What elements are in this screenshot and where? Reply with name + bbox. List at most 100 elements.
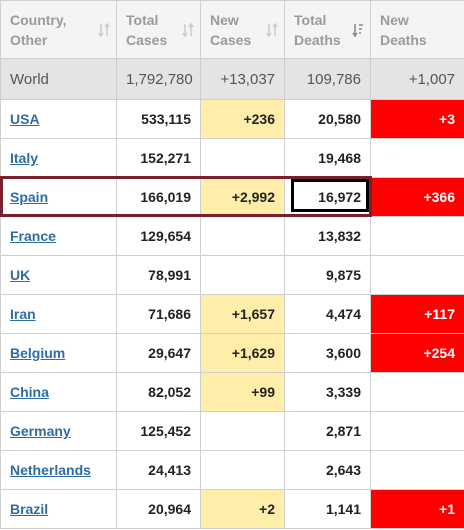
table-header-row: Country, Other Total Cases New Cases xyxy=(0,0,464,59)
new-deaths-cell: +254 xyxy=(370,333,464,373)
table-row: Germany 125,452 2,871 xyxy=(0,411,464,451)
country-cell: Italy xyxy=(0,138,117,178)
table-row: Belgium 29,647 +1,629 3,600 +254 xyxy=(0,333,464,373)
country-link[interactable]: Netherlands xyxy=(10,462,91,478)
total-cases-cell: 166,019 xyxy=(116,177,201,217)
sort-unsorted-icon[interactable] xyxy=(98,22,110,38)
table-row: USA 533,115 +236 20,580 +3 xyxy=(0,99,464,139)
total-deaths-cell: 13,832 xyxy=(284,216,371,256)
column-header-country[interactable]: Country, Other xyxy=(0,0,117,59)
country-cell: France xyxy=(0,216,117,256)
world-total-cases: 1,792,780 xyxy=(116,58,201,100)
total-cases-cell: 29,647 xyxy=(116,333,201,373)
column-header-label: Country, xyxy=(10,11,67,28)
world-new-deaths: +1,007 xyxy=(370,58,464,100)
country-link[interactable]: Germany xyxy=(10,423,71,439)
new-deaths-cell: +117 xyxy=(370,294,464,334)
new-deaths-cell xyxy=(370,255,464,295)
column-header-label: New xyxy=(210,11,239,28)
country-cell: Spain xyxy=(0,177,117,217)
column-header-new-cases[interactable]: New Cases xyxy=(200,0,285,59)
total-cases-cell: 129,654 xyxy=(116,216,201,256)
country-link[interactable]: UK xyxy=(10,267,31,283)
country-link[interactable]: Italy xyxy=(10,150,39,166)
column-header-label: Deaths xyxy=(380,31,427,48)
world-new-cases: +13,037 xyxy=(200,58,285,100)
new-deaths-cell xyxy=(370,450,464,490)
new-cases-cell xyxy=(200,450,285,490)
new-cases-cell: +1,657 xyxy=(200,294,285,334)
column-header-label: Deaths xyxy=(294,31,341,48)
country-link[interactable]: Belgium xyxy=(10,345,66,361)
column-header-label: Total xyxy=(126,11,159,28)
column-header-total-cases[interactable]: Total Cases xyxy=(116,0,201,59)
country-cell: Brazil xyxy=(0,489,117,529)
new-deaths-cell xyxy=(370,372,464,412)
column-header-label: Other xyxy=(10,31,48,48)
total-deaths-cell: 19,468 xyxy=(284,138,371,178)
country-link[interactable]: USA xyxy=(10,111,40,127)
table-row: UK 78,991 9,875 xyxy=(0,255,464,295)
new-deaths-cell: +366 xyxy=(370,177,464,217)
column-header-label: Cases xyxy=(126,31,168,48)
new-cases-cell xyxy=(200,216,285,256)
country-link[interactable]: Iran xyxy=(10,306,36,322)
new-deaths-cell xyxy=(370,411,464,451)
total-deaths-cell: 2,871 xyxy=(284,411,371,451)
new-cases-cell: +2,992 xyxy=(200,177,285,217)
country-cell: Netherlands xyxy=(0,450,117,490)
country-cell: USA xyxy=(0,99,117,139)
world-total-row: World 1,792,780 +13,037 109,786 +1,007 xyxy=(0,58,464,100)
total-deaths-cell: 3,339 xyxy=(284,372,371,412)
country-cell: UK xyxy=(0,255,117,295)
sort-unsorted-icon[interactable] xyxy=(182,22,194,38)
new-deaths-cell: +1 xyxy=(370,489,464,529)
total-deaths-cell: 1,141 xyxy=(284,489,371,529)
world-label: World xyxy=(0,58,117,100)
country-link[interactable]: China xyxy=(10,384,49,400)
country-cell: Germany xyxy=(0,411,117,451)
total-deaths-cell: 16,972 xyxy=(284,177,371,217)
total-cases-cell: 82,052 xyxy=(116,372,201,412)
new-cases-cell: +2 xyxy=(200,489,285,529)
table-row: Italy 152,271 19,468 xyxy=(0,138,464,178)
new-cases-cell: +236 xyxy=(200,99,285,139)
new-deaths-cell xyxy=(370,138,464,178)
sort-unsorted-icon[interactable] xyxy=(266,22,278,38)
country-link[interactable]: France xyxy=(10,228,56,244)
total-deaths-cell: 4,474 xyxy=(284,294,371,334)
country-link[interactable]: Brazil xyxy=(10,501,49,517)
new-cases-cell: +1,629 xyxy=(200,333,285,373)
country-cell: China xyxy=(0,372,117,412)
column-header-new-deaths[interactable]: New Deaths xyxy=(370,0,464,59)
world-total-deaths: 109,786 xyxy=(284,58,371,100)
total-deaths-cell: 2,643 xyxy=(284,450,371,490)
new-cases-cell xyxy=(200,138,285,178)
total-cases-cell: 71,686 xyxy=(116,294,201,334)
column-header-label: New xyxy=(380,11,409,28)
country-cell: Iran xyxy=(0,294,117,334)
table-row: China 82,052 +99 3,339 xyxy=(0,372,464,412)
total-deaths-cell: 20,580 xyxy=(284,99,371,139)
new-deaths-cell xyxy=(370,216,464,256)
column-header-total-deaths[interactable]: Total Deaths xyxy=(284,0,371,59)
country-link[interactable]: Spain xyxy=(10,189,49,205)
table-row: Spain 166,019 +2,992 16,972 +366 xyxy=(0,177,464,217)
total-cases-cell: 78,991 xyxy=(116,255,201,295)
country-cell: Belgium xyxy=(0,333,117,373)
total-cases-cell: 533,115 xyxy=(116,99,201,139)
new-cases-cell xyxy=(200,411,285,451)
table-row: Iran 71,686 +1,657 4,474 +117 xyxy=(0,294,464,334)
sort-descending-icon[interactable] xyxy=(352,22,364,38)
table-row: Brazil 20,964 +2 1,141 +1 xyxy=(0,489,464,529)
total-cases-cell: 24,413 xyxy=(116,450,201,490)
column-header-label: Total xyxy=(294,11,327,28)
new-deaths-cell: +3 xyxy=(370,99,464,139)
column-header-label: Cases xyxy=(210,31,252,48)
new-cases-cell: +99 xyxy=(200,372,285,412)
total-cases-cell: 152,271 xyxy=(116,138,201,178)
total-cases-cell: 125,452 xyxy=(116,411,201,451)
table-row: France 129,654 13,832 xyxy=(0,216,464,256)
new-cases-cell xyxy=(200,255,285,295)
